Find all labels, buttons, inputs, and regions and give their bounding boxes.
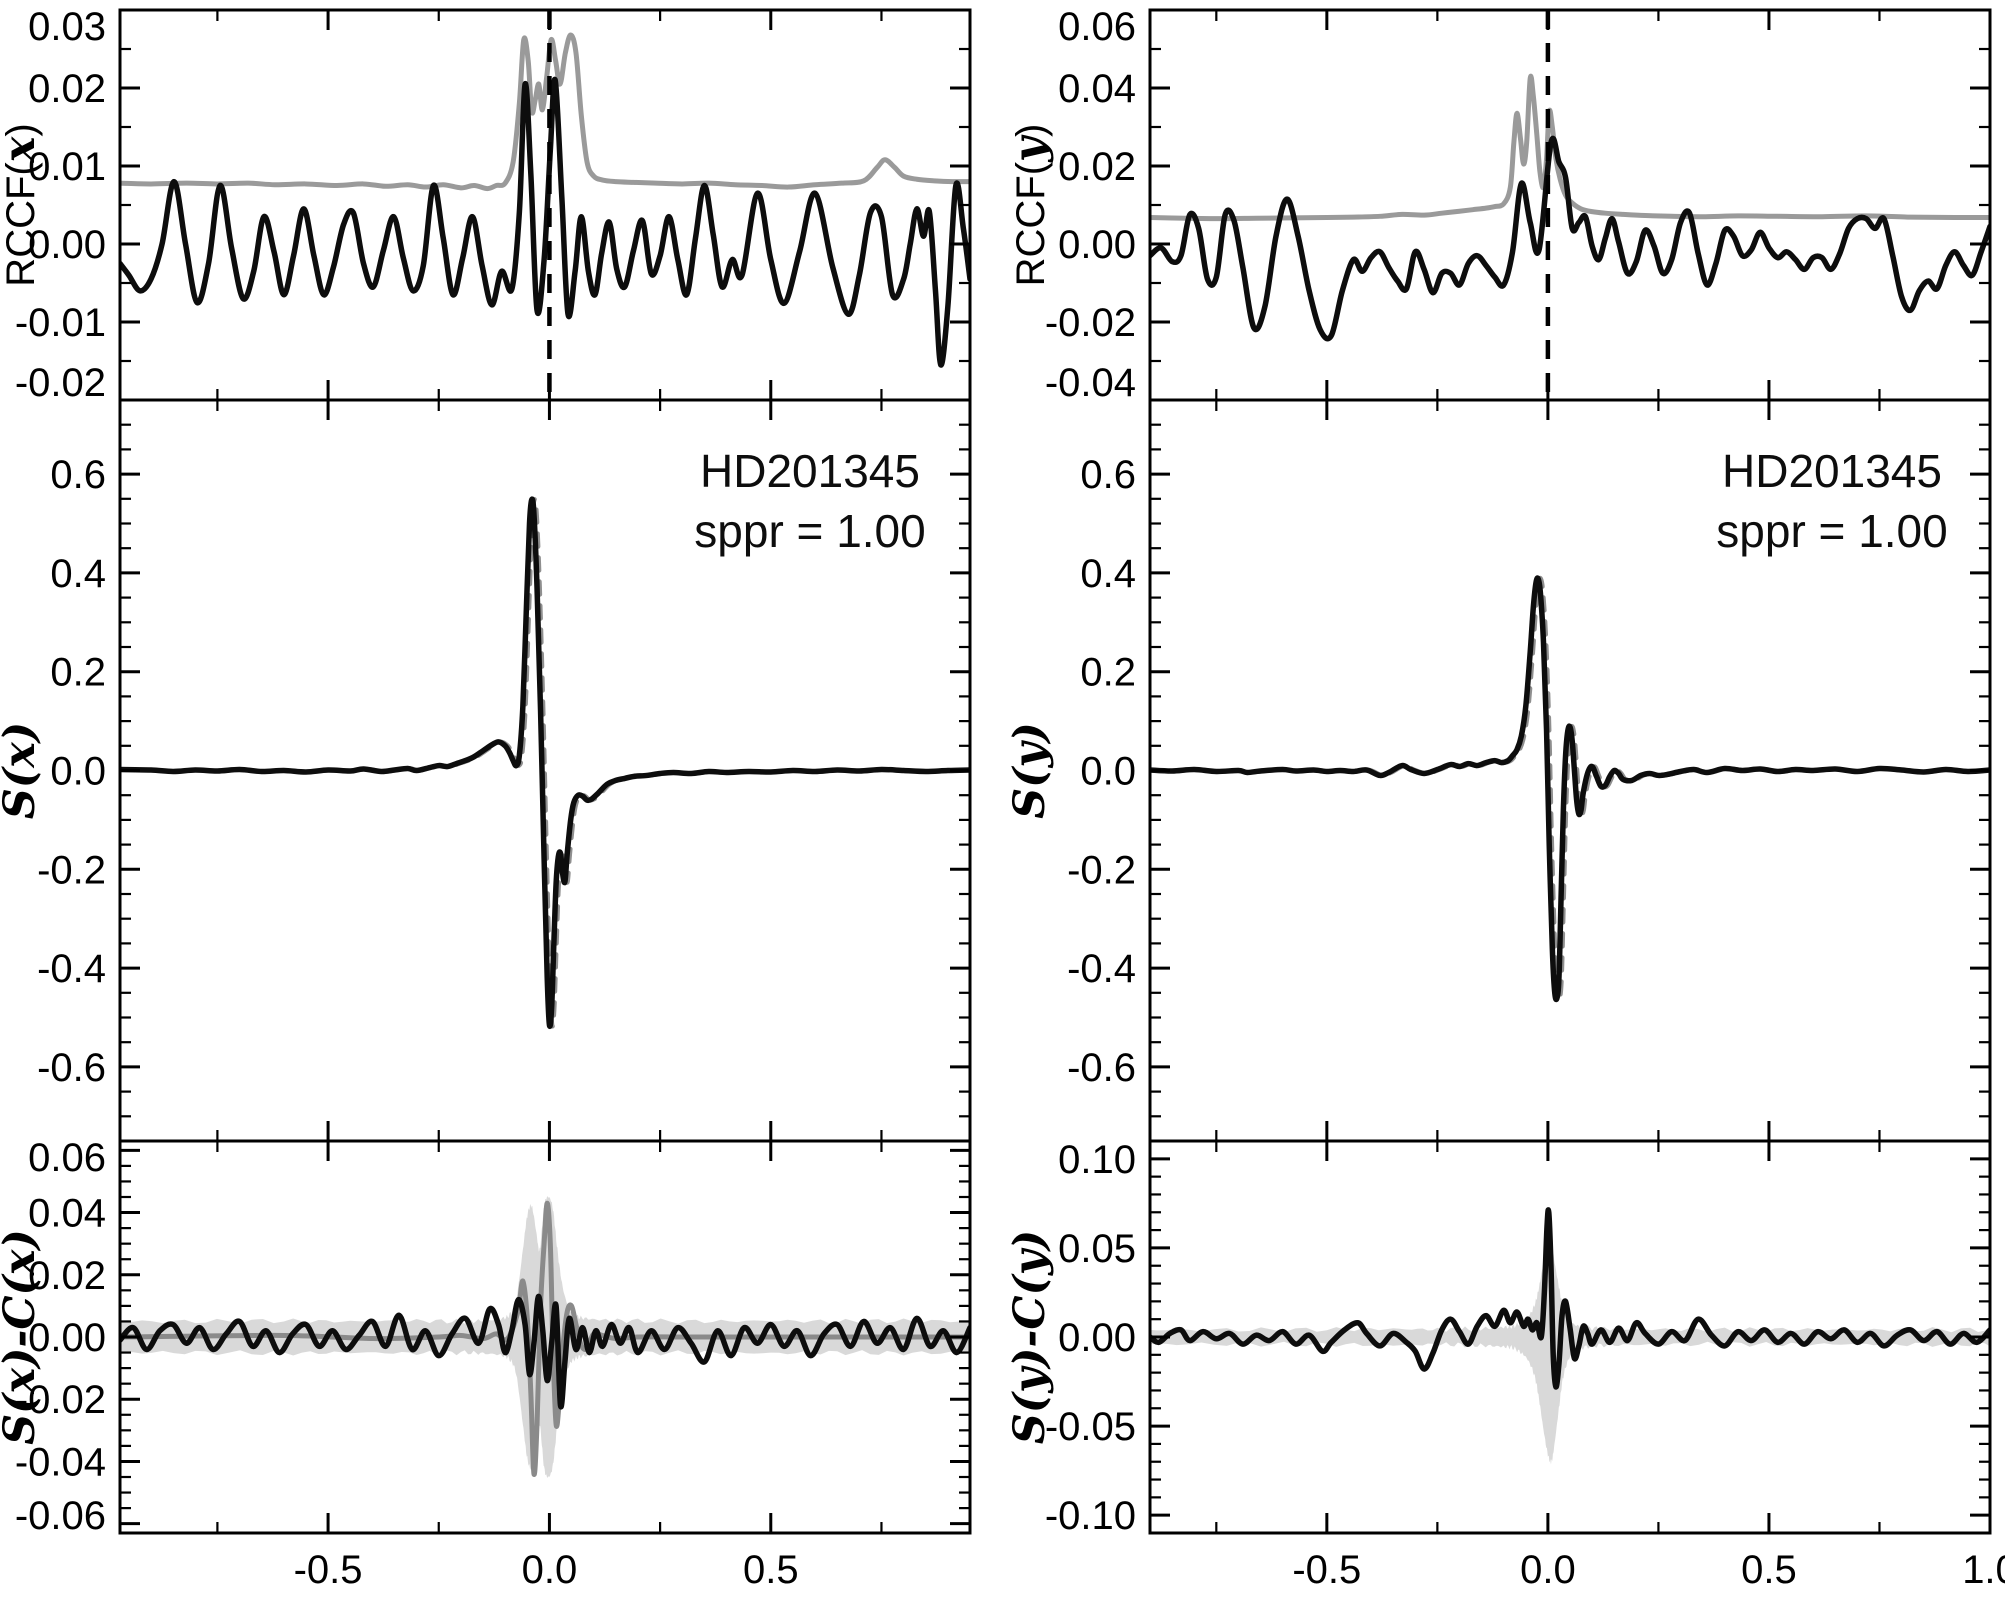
x-axis-title: y (arcsec) — [1479, 1606, 1661, 1614]
y-tick-label: -0.6 — [37, 1046, 106, 1090]
y-axis-title: RCCF(y) — [1005, 124, 1055, 287]
y-axis-title: S(y) — [1005, 722, 1055, 819]
y-tick-label: 0.05 — [1058, 1227, 1136, 1271]
x-tick-label: 0.0 — [1520, 1548, 1576, 1592]
panel-rccf-x: 0.03 0.02 0.01 0.00 -0.01 -0.02 RCCF(x) — [0, 5, 972, 405]
y-tick-label: 0.04 — [1058, 67, 1136, 111]
y-axis-title: RCCF(x) — [0, 123, 45, 286]
y-axis-title: S(x) — [0, 722, 45, 819]
y-tick-label: -0.4 — [1067, 947, 1136, 991]
resid-x-residual — [120, 1293, 970, 1410]
annotation-target-name-right: HD201345 — [1722, 445, 1942, 497]
y-tick-label: 0.06 — [28, 1136, 106, 1180]
plot-area — [1150, 73, 1990, 342]
y-tick-label: 0.02 — [28, 67, 106, 111]
y-tick-label: -0.02 — [15, 1378, 106, 1422]
y-tick-label: -0.04 — [15, 1440, 106, 1484]
axis-ticks — [120, 1141, 970, 1533]
y-tick-label: 0.0 — [50, 750, 106, 794]
y-tick-label: -0.05 — [1045, 1405, 1136, 1449]
y-tick-label: 0.10 — [1058, 1138, 1136, 1182]
plot-area — [1150, 575, 1990, 1003]
resid-y-uncertainty-band — [1150, 1237, 1990, 1465]
y-tick-label: 0.02 — [1058, 145, 1136, 189]
annotation-sppr-right: sppr = 1.00 — [1716, 505, 1947, 557]
panel-frame — [1148, 1139, 1992, 1535]
y-tick-label: 0.04 — [28, 1192, 106, 1236]
y-tick-label: -0.2 — [1067, 848, 1136, 892]
x-tick-label: 0.0 — [522, 1548, 578, 1592]
plot-area — [120, 496, 970, 1029]
y-tick-label: 0.4 — [50, 552, 106, 596]
s-y-model-dashed — [1150, 575, 1990, 1002]
rccf-y-noise-floor — [1150, 73, 1990, 222]
y-axis-title: S(x)-C(x) — [0, 1229, 45, 1445]
y-tick-label: 0.00 — [28, 223, 106, 267]
x-tick-label: 0.5 — [743, 1548, 799, 1592]
rccf-y-measured — [1150, 135, 1990, 342]
panel-rccf-y: 0.06 0.04 0.02 0.00 -0.02 -0.04 RCCF(y) — [1005, 5, 1992, 405]
y-tick-label: -0.06 — [15, 1494, 106, 1538]
x-axis-title: x (arcsec) — [453, 1606, 635, 1614]
x-tick-label: 0.5 — [1741, 1548, 1797, 1592]
rccf-x-noise-floor — [120, 32, 970, 192]
y-tick-label: -0.02 — [1045, 301, 1136, 345]
y-tick-label: -0.02 — [15, 361, 106, 405]
plot-area — [120, 1196, 970, 1478]
y-tick-label: 0.03 — [28, 5, 106, 49]
y-tick-label: 0.00 — [1058, 223, 1136, 267]
annotation-sppr-left: sppr = 1.00 — [694, 505, 925, 557]
y-tick-label: -0.2 — [37, 848, 106, 892]
s-x-profile — [120, 496, 970, 1029]
s-y-profile — [1150, 575, 1990, 1003]
x-tick-label: -0.5 — [1292, 1548, 1361, 1592]
y-tick-label: 0.2 — [1080, 651, 1136, 695]
y-tick-label: -0.04 — [1045, 361, 1136, 405]
panel-resid-y: 0.10 0.05 0.00 -0.05 -0.10 -0.5 0.0 0.5 1.0 S(y)-… — [1005, 1138, 2005, 1614]
y-tick-label: -0.4 — [37, 947, 106, 991]
y-tick-label: -0.10 — [1045, 1494, 1136, 1538]
y-tick-label: 0.4 — [1080, 552, 1136, 596]
panel-s-y: 0.6 0.4 0.2 0.0 -0.2 -0.4 -0.6 S(y) — [1005, 398, 1992, 1143]
y-tick-label: 0.00 — [1058, 1316, 1136, 1360]
y-tick-label: -0.6 — [1067, 1046, 1136, 1090]
axis-ticks — [120, 8, 970, 402]
y-tick-label: 0.06 — [1058, 5, 1136, 49]
y-tick-label: 0.6 — [50, 453, 106, 497]
plot-area — [120, 32, 970, 368]
y-tick-label: 0.01 — [28, 145, 106, 189]
y-tick-label: 0.6 — [1080, 453, 1136, 497]
panel-frame — [118, 1139, 972, 1535]
panel-resid-x: 0.06 0.04 0.02 0.00 -0.02 -0.04 -0.06 -0.5 0.0 0.… — [0, 1136, 972, 1614]
y-tick-label: 0.02 — [28, 1254, 106, 1298]
y-tick-label: 0.00 — [28, 1316, 106, 1360]
y-tick-label: -0.01 — [15, 301, 106, 345]
y-tick-label: 0.0 — [1080, 750, 1136, 794]
plot-area — [1150, 1207, 1990, 1465]
x-tick-label: -0.5 — [294, 1548, 363, 1592]
x-tick-label: 1.0 — [1962, 1548, 2005, 1592]
resid-y-residual — [1150, 1207, 1990, 1390]
y-axis-title: S(y)-C(y) — [1005, 1230, 1055, 1444]
y-tick-label: 0.2 — [50, 651, 106, 695]
annotation-target-name-left: HD201345 — [700, 445, 920, 497]
rccf-x-measured — [120, 76, 970, 368]
